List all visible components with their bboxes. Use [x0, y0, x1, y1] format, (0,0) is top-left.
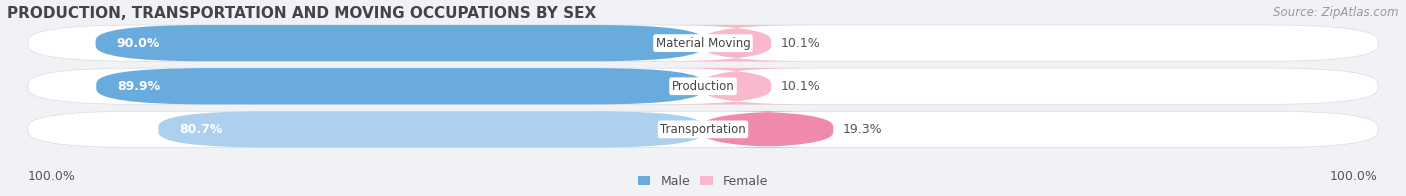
FancyBboxPatch shape: [661, 68, 813, 104]
Text: Production: Production: [672, 80, 734, 93]
FancyBboxPatch shape: [96, 25, 704, 61]
FancyBboxPatch shape: [28, 68, 1378, 104]
FancyBboxPatch shape: [702, 111, 834, 147]
FancyBboxPatch shape: [159, 111, 704, 147]
Text: PRODUCTION, TRANSPORTATION AND MOVING OCCUPATIONS BY SEX: PRODUCTION, TRANSPORTATION AND MOVING OC…: [7, 6, 596, 21]
Text: 10.1%: 10.1%: [780, 37, 821, 50]
Text: Transportation: Transportation: [661, 123, 745, 136]
Text: 80.7%: 80.7%: [180, 123, 222, 136]
Text: 19.3%: 19.3%: [844, 123, 883, 136]
Text: 89.9%: 89.9%: [117, 80, 160, 93]
Text: Material Moving: Material Moving: [655, 37, 751, 50]
Text: 10.1%: 10.1%: [780, 80, 821, 93]
Legend: Male, Female: Male, Female: [638, 175, 768, 188]
Text: 90.0%: 90.0%: [117, 37, 160, 50]
Text: 100.0%: 100.0%: [28, 170, 76, 183]
Text: Source: ZipAtlas.com: Source: ZipAtlas.com: [1274, 6, 1399, 19]
Text: 100.0%: 100.0%: [1330, 170, 1378, 183]
FancyBboxPatch shape: [28, 25, 1378, 61]
FancyBboxPatch shape: [96, 68, 704, 104]
FancyBboxPatch shape: [28, 111, 1378, 147]
FancyBboxPatch shape: [661, 25, 813, 61]
